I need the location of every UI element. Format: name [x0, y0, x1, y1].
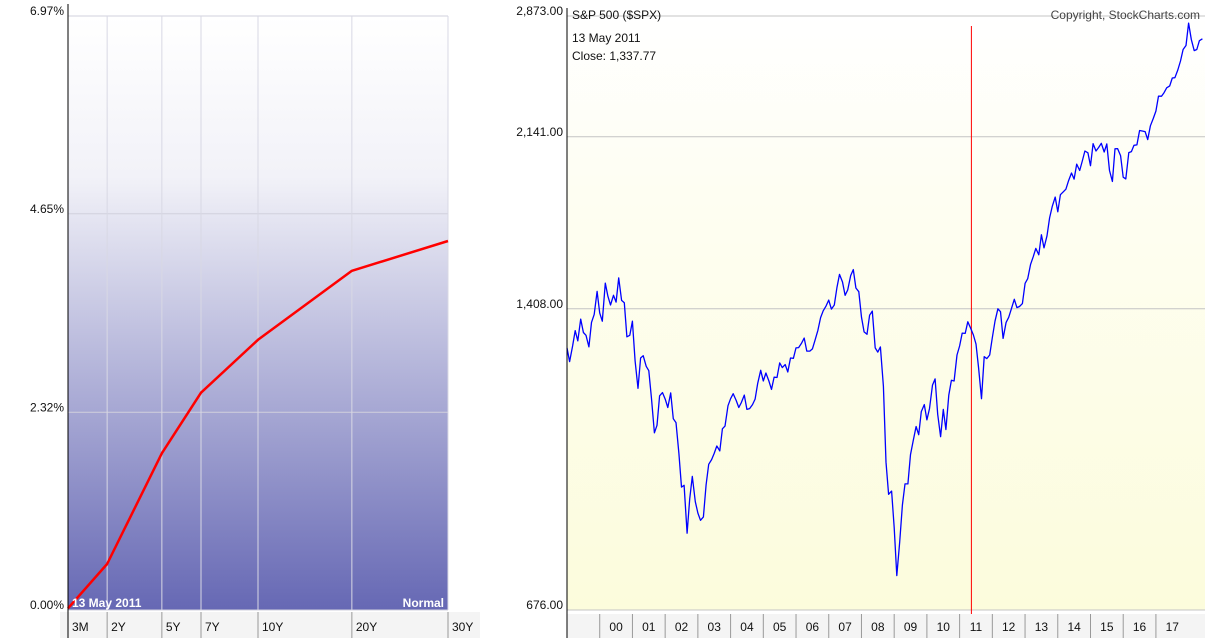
- x-tick-label: 7Y: [205, 620, 220, 634]
- y-tick-label: 4.65%: [30, 202, 64, 216]
- x-tick-label: 20Y: [356, 620, 377, 634]
- x-axis-band: [567, 614, 1205, 638]
- copyright: Copyright, StockCharts.com: [1051, 8, 1200, 22]
- x-tick-label: 2Y: [111, 620, 126, 634]
- y-tick-label: 0.00%: [30, 598, 64, 612]
- marker-date: 13 May 2011: [572, 31, 641, 45]
- x-tick-label: 14: [1067, 620, 1081, 634]
- x-axis-band: [60, 612, 480, 638]
- x-tick-label: 01: [642, 620, 656, 634]
- annotation: Normal: [403, 596, 444, 610]
- x-tick-label: 06: [806, 620, 820, 634]
- x-tick-label: 00: [609, 620, 623, 634]
- price-plot-area: [567, 16, 1205, 610]
- x-tick-label: 16: [1133, 620, 1147, 634]
- x-tick-label: 11: [970, 620, 983, 634]
- data-line: [566, 22, 1203, 577]
- x-tick-label: 5Y: [166, 620, 181, 634]
- x-tick-label: 08: [871, 620, 885, 634]
- x-tick-label: 02: [675, 620, 689, 634]
- annotation: 13 May 2011: [72, 596, 142, 610]
- y-tick-label: 2,873.00: [516, 4, 563, 18]
- x-tick-label: 13: [1035, 620, 1049, 634]
- x-tick-label: 03: [708, 620, 722, 634]
- x-tick-label: 07: [838, 620, 852, 634]
- y-tick-label: 2.32%: [30, 400, 64, 414]
- data-line: [67, 239, 449, 610]
- marker-close: Close: 1,337.77: [572, 49, 656, 63]
- x-tick-label: 17: [1166, 620, 1180, 634]
- chart-title: S&P 500 ($SPX): [572, 8, 661, 22]
- x-tick-label: 30Y: [452, 620, 473, 634]
- y-tick-label: 2,141.00: [516, 125, 563, 139]
- y-tick-label: 676.00: [526, 598, 563, 612]
- x-tick-label: 12: [1002, 620, 1016, 634]
- y-tick-label: 6.97%: [30, 4, 64, 18]
- x-tick-label: 04: [740, 620, 754, 634]
- x-tick-label: 10Y: [262, 620, 283, 634]
- y-tick-label: 1,408.00: [516, 297, 563, 311]
- x-tick-label: 15: [1100, 620, 1114, 634]
- x-tick-label: 10: [937, 620, 951, 634]
- x-tick-label: 3M: [72, 620, 89, 634]
- chart-layer: 0.00% 2.32% 4.65% 6.97% 3M 2Y 5Y 7Y 10Y 20Y 30Y 676…: [30, 4, 1205, 638]
- x-tick-label: 09: [904, 620, 918, 634]
- x-tick-label: 05: [773, 620, 787, 634]
